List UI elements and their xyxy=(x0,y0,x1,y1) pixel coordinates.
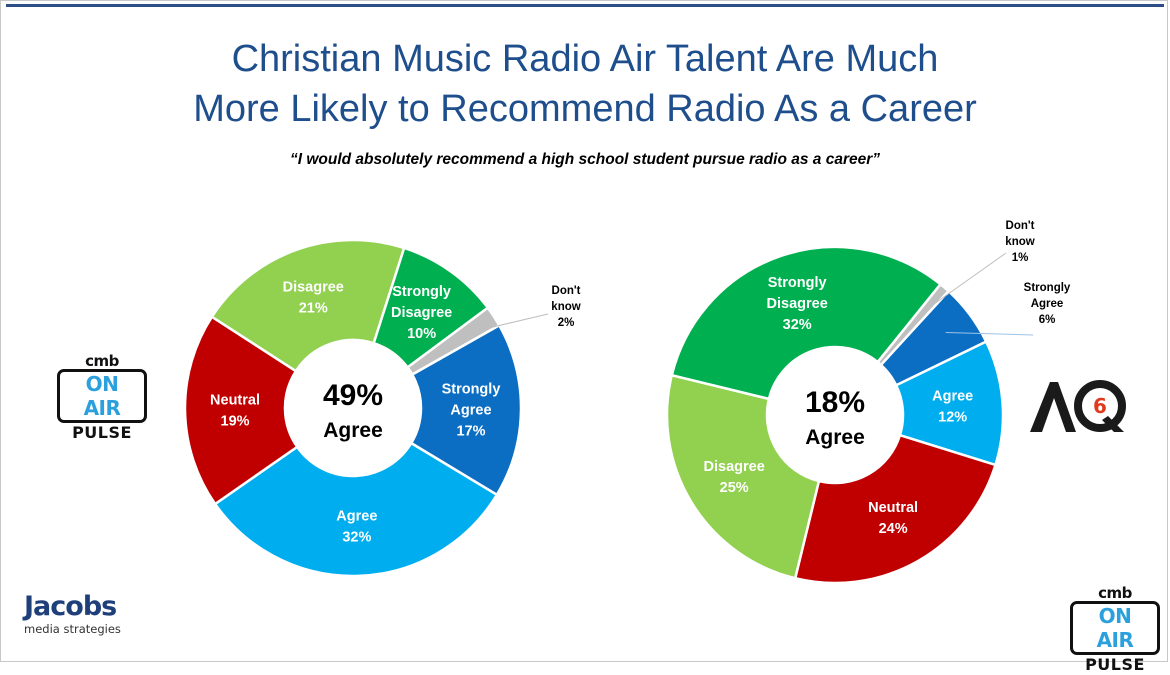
slice-value-label: 32% xyxy=(783,317,812,333)
slice-category-label: Agree xyxy=(336,508,377,524)
slice-category-label: Agree xyxy=(450,403,491,419)
slice-neutral xyxy=(793,433,997,585)
logo-pulse-text: PULSE xyxy=(1085,655,1145,674)
jacobs-tagline: media strategies xyxy=(24,622,121,636)
slice-category-label: Agree xyxy=(1031,298,1064,310)
slice-value-label: 6% xyxy=(1039,314,1056,326)
donut-hole xyxy=(286,341,420,475)
slice-value-label: 32% xyxy=(342,529,371,545)
chart-subtitle: “I would absolutely recommend a high sch… xyxy=(290,151,880,168)
cmb-on-air-pulse-logo: cmb ON AIR PULSE xyxy=(57,353,147,443)
slice-value-label: 10% xyxy=(407,326,436,342)
slice-don-t-know xyxy=(875,282,951,367)
center-value: 49% xyxy=(323,379,383,412)
jacobs-media-logo: Jacobs media strategies xyxy=(24,591,164,637)
slice-category-label: Don't xyxy=(1006,220,1035,232)
slice-category-label: Neutral xyxy=(210,393,260,409)
slice-category-label: know xyxy=(1005,236,1034,248)
logo-on-air-text: ON AIR xyxy=(1070,601,1160,655)
title-line-1: Christian Music Radio Air Talent Are Muc… xyxy=(231,38,939,80)
slice-value-label: 24% xyxy=(879,521,908,537)
leader-line xyxy=(924,252,1007,311)
slice-agree xyxy=(213,441,499,578)
slice-category-label: Don't xyxy=(552,285,581,297)
cmb-on-air-pulse-logo-bottom: cmb ON AIR PULSE xyxy=(1070,585,1160,675)
jacobs-name: Jacobs xyxy=(24,591,117,622)
slice-category-label: Disagree xyxy=(391,305,452,321)
aq6-logo: 6 xyxy=(1030,380,1126,432)
slice-value-label: 17% xyxy=(456,424,485,440)
slice-strongly-agree xyxy=(409,323,523,497)
slice-category-label: Disagree xyxy=(704,459,765,475)
center-label: Agree xyxy=(805,426,865,449)
slide-frame xyxy=(0,0,1168,662)
slice-value-label: 19% xyxy=(221,414,250,430)
slice-category-label: Disagree xyxy=(283,279,344,295)
donut-hole xyxy=(768,348,902,482)
slice-strongly-disagree xyxy=(670,245,943,401)
logo-cmb-text: cmb xyxy=(85,352,119,370)
slice-value-label: 21% xyxy=(299,300,328,316)
slice-value-label: 2% xyxy=(558,317,575,329)
slice-category-label: Strongly xyxy=(768,275,827,291)
slice-category-label: Strongly xyxy=(442,382,501,398)
logo-pulse-text: PULSE xyxy=(72,423,132,442)
donut-chart-1: Strongly Agree 17% Agree 32% Neutral 19% Disagr… xyxy=(183,238,581,578)
slice-category-label: Disagree xyxy=(767,296,828,312)
slice-disagree xyxy=(665,373,821,580)
slice-category-label: Strongly xyxy=(1024,282,1071,294)
aq6-digit: 6 xyxy=(1093,394,1107,418)
slice-category-label: Neutral xyxy=(868,500,918,516)
title-line-2: More Likely to Recommend Radio As a Care… xyxy=(193,88,977,130)
center-label: Agree xyxy=(323,419,383,442)
leader-line xyxy=(468,313,549,334)
logo-on-air-text: ON AIR xyxy=(57,369,147,423)
slice-value-label: 1% xyxy=(1012,252,1029,264)
leader-line xyxy=(945,332,1034,336)
center-value: 18% xyxy=(805,386,865,419)
page-title: Christian Music Radio Air Talent Are Muc… xyxy=(0,34,1170,134)
slice-category-label: Strongly xyxy=(392,284,451,300)
slice-value-label: 25% xyxy=(720,480,749,496)
donut-chart-2: Strongly Agree 6% Agree 12% Neutral 24% Disagre… xyxy=(665,220,1071,585)
slice-category-label: know xyxy=(551,301,580,313)
logo-cmb-text: cmb xyxy=(1098,584,1132,602)
top-accent-bar xyxy=(6,4,1164,7)
slice-don-t-know xyxy=(405,306,501,377)
slice-value-label: 12% xyxy=(938,410,967,426)
slice-disagree xyxy=(210,238,406,373)
slice-category-label: Agree xyxy=(932,389,973,405)
slice-neutral xyxy=(183,315,299,506)
